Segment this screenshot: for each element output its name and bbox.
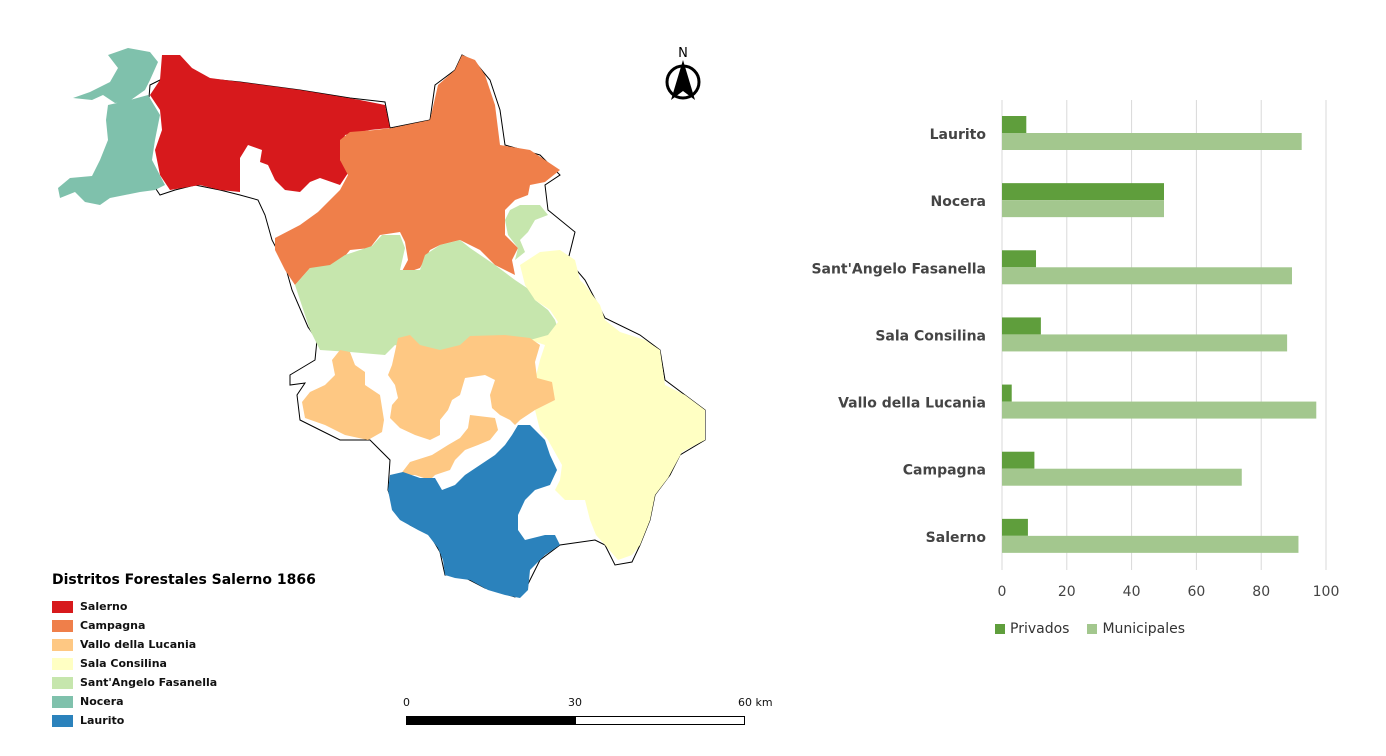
bar-municipales <box>1002 267 1292 285</box>
scale-label-end: 60 km <box>738 696 773 709</box>
district-nocera <box>58 48 165 205</box>
scale-segment-black <box>406 716 575 725</box>
map-legend: Distritos Forestales Salerno 1866 Salern… <box>52 572 352 730</box>
x-tick-label: 80 <box>1252 584 1270 600</box>
legend-swatch <box>52 676 73 689</box>
legend-swatch <box>52 619 73 632</box>
bar-privados <box>1002 250 1037 268</box>
chart-tick-labels: 0 20 40 60 80 100 <box>998 584 1340 600</box>
legend-swatch <box>52 638 73 651</box>
district-vallo-della-lucania <box>302 335 555 480</box>
legend-label: Nocera <box>80 695 124 708</box>
x-tick-label: 20 <box>1058 584 1076 600</box>
x-tick-label: 0 <box>998 584 1007 600</box>
chart-legend-item-municipales: Municipales <box>1087 621 1185 637</box>
bar-municipales <box>1002 200 1164 218</box>
legend-label: Salerno <box>80 600 128 613</box>
bar-chart: Laurito Nocera Sant'Angelo Fasanella Sala C… <box>811 100 1340 600</box>
legend-item: Nocera <box>52 692 352 711</box>
chart-panel: Laurito Nocera Sant'Angelo Fasanella Sala C… <box>780 0 1386 756</box>
map-legend-title: Distritos Forestales Salerno 1866 <box>52 572 316 588</box>
x-tick-label: 100 <box>1313 584 1340 600</box>
legend-swatch <box>52 600 73 613</box>
legend-item: Campagna <box>52 616 352 635</box>
scale-label-mid: 30 <box>568 696 582 709</box>
category-label: Nocera <box>931 194 986 210</box>
bar-municipales <box>1002 535 1299 553</box>
chart-legend: Privados Municipales <box>995 621 1203 637</box>
category-label: Sant'Angelo Fasanella <box>811 261 986 277</box>
legend-swatch <box>52 657 73 670</box>
district-laurito <box>388 425 560 598</box>
legend-label: Sala Consilina <box>80 657 167 670</box>
map-panel: N Distritos Forestales Salerno 1866 Sale… <box>52 46 780 736</box>
bar-privados <box>1002 451 1035 469</box>
legend-label: Laurito <box>80 714 125 727</box>
district-salerno <box>150 55 390 192</box>
legend-item: Sala Consilina <box>52 654 352 673</box>
legend-label: Sant'Angelo Fasanella <box>80 676 218 689</box>
scale-bar: 0 30 60 km <box>400 696 780 736</box>
chart-legend-label: Privados <box>1010 621 1070 637</box>
chart-legend-swatch <box>1087 624 1098 634</box>
chart-category-labels: Laurito Nocera Sant'Angelo Fasanella Sala C… <box>811 127 986 546</box>
bar-privados <box>1002 317 1041 335</box>
bar-municipales <box>1002 334 1288 352</box>
legend-label: Vallo della Lucania <box>80 638 197 651</box>
legend-swatch <box>52 714 73 727</box>
map-canvas: N <box>58 46 706 598</box>
scale-label-start: 0 <box>403 696 410 709</box>
bar-privados <box>1002 384 1012 402</box>
bar-municipales <box>1002 468 1242 486</box>
chart-legend-swatch <box>995 624 1005 634</box>
legend-item: Salerno <box>52 597 352 616</box>
chart-legend-item-privados: Privados <box>995 621 1069 637</box>
bar-privados <box>1002 183 1164 201</box>
category-label: Vallo della Lucania <box>838 396 986 412</box>
category-label: Salerno <box>926 530 987 546</box>
district-campagna <box>275 55 560 285</box>
bar-municipales <box>1002 133 1302 150</box>
chart-bars <box>1002 116 1317 553</box>
district-santangelo <box>295 205 560 360</box>
bar-municipales <box>1002 401 1317 419</box>
north-arrow-icon: N <box>665 46 701 100</box>
legend-swatch <box>52 695 73 708</box>
legend-item: Sant'Angelo Fasanella <box>52 673 352 692</box>
legend-item: Laurito <box>52 711 352 730</box>
chart-legend-label: Municipales <box>1102 621 1186 637</box>
category-label: Sala Consilina <box>875 328 986 344</box>
bar-privados <box>1002 518 1028 536</box>
district-sala-consilina <box>520 250 705 560</box>
x-tick-label: 60 <box>1187 584 1205 600</box>
legend-label: Campagna <box>80 619 146 632</box>
category-label: Laurito <box>930 127 987 143</box>
category-label: Campagna <box>903 463 986 479</box>
legend-item: Vallo della Lucania <box>52 635 352 654</box>
x-tick-label: 40 <box>1123 584 1141 600</box>
north-arrow-label: N <box>678 46 688 61</box>
bar-privados <box>1002 116 1027 133</box>
scale-segment-white <box>575 716 745 725</box>
